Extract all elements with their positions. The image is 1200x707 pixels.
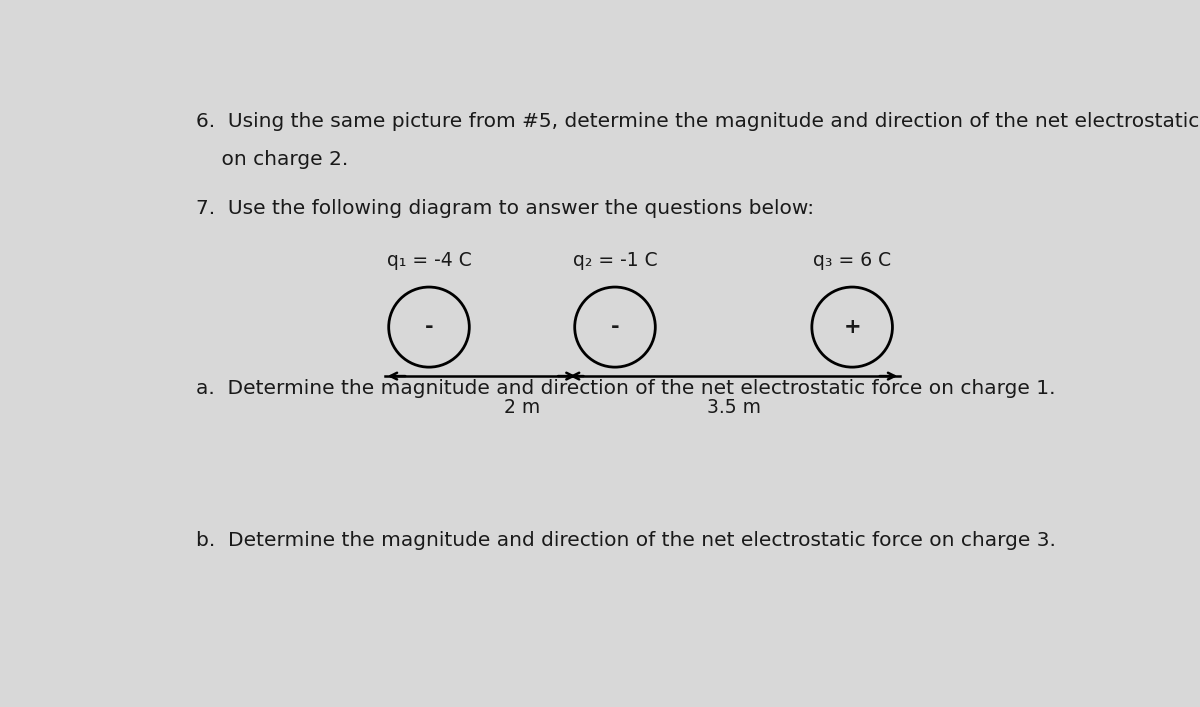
Text: a.  Determine the magnitude and direction of the net electrostatic force on char: a. Determine the magnitude and direction… xyxy=(197,379,1056,398)
Text: q₃ = 6 C: q₃ = 6 C xyxy=(814,251,892,270)
Text: +: + xyxy=(844,317,860,337)
Text: -: - xyxy=(425,317,433,337)
Text: q₂ = -1 C: q₂ = -1 C xyxy=(572,251,658,270)
Text: q₁ = -4 C: q₁ = -4 C xyxy=(386,251,472,270)
Text: 7.  Use the following diagram to answer the questions below:: 7. Use the following diagram to answer t… xyxy=(197,199,815,218)
Text: 3.5 m: 3.5 m xyxy=(707,397,761,416)
Text: on charge 2.: on charge 2. xyxy=(197,150,349,169)
Text: -: - xyxy=(611,317,619,337)
Text: b.  Determine the magnitude and direction of the net electrostatic force on char: b. Determine the magnitude and direction… xyxy=(197,531,1056,550)
Text: 6.  Using the same picture from #5, determine the magnitude and direction of the: 6. Using the same picture from #5, deter… xyxy=(197,112,1200,131)
Text: 2 m: 2 m xyxy=(504,397,540,416)
